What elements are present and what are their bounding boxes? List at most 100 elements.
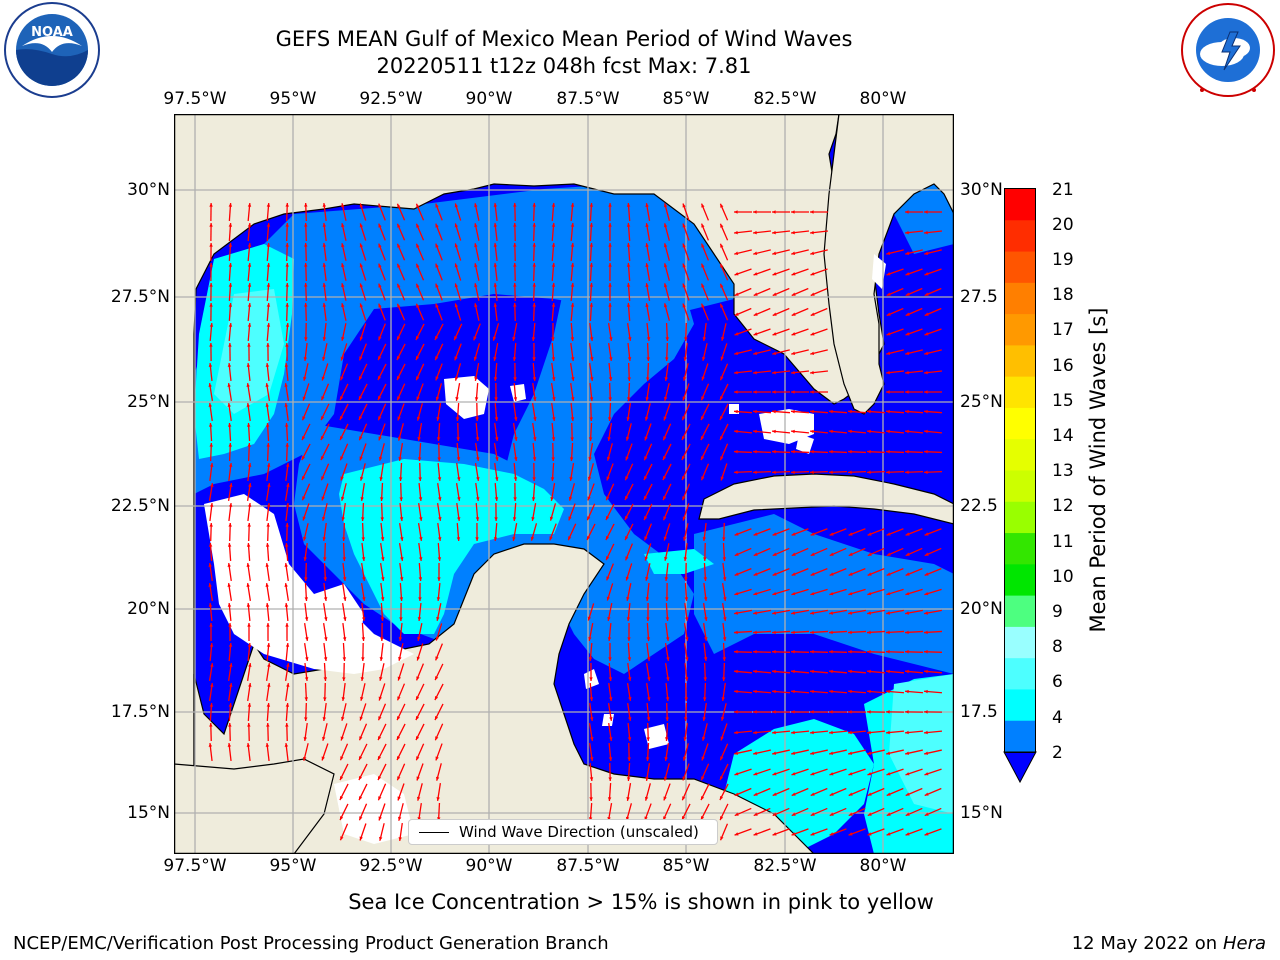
wind-wave-arrowhead — [703, 577, 708, 581]
wind-wave-arrowhead — [848, 552, 853, 556]
colorbar-segment — [1005, 345, 1035, 378]
wind-wave-arrowhead — [682, 283, 686, 288]
wind-wave-arrowhead — [810, 332, 815, 336]
wind-wave-arrowhead — [753, 689, 757, 694]
wind-wave-arrowhead — [379, 497, 384, 501]
wind-wave-arrowhead — [609, 737, 613, 741]
colorbar-segment — [1005, 251, 1035, 284]
wind-wave-arrowhead — [397, 303, 401, 308]
wind-wave-arrowhead — [589, 243, 594, 247]
wind-wave-arrowhead — [791, 730, 795, 735]
wind-wave-arrowhead — [772, 370, 776, 375]
wind-wave-arrowhead — [589, 397, 594, 401]
wind-wave-arrowhead — [791, 630, 795, 635]
wind-wave-arrowhead — [208, 423, 213, 427]
wind-wave-arrowhead — [627, 637, 631, 641]
wind-wave-arrowhead — [772, 532, 777, 536]
wind-wave-arrowhead — [772, 792, 777, 796]
wind-wave-arrowhead — [700, 436, 705, 441]
wind-wave-arrowhead — [378, 263, 382, 268]
wind-wave-arrowhead — [646, 617, 650, 621]
wind-wave-arrowhead — [829, 792, 834, 796]
wind-wave-arrowhead — [265, 543, 270, 547]
wind-wave-arrowhead — [791, 611, 796, 615]
wind-wave-arrowhead — [209, 203, 213, 207]
wind-wave-arrowhead — [609, 337, 613, 341]
wind-wave-arrowhead — [570, 203, 575, 207]
wind-wave-arrowhead — [513, 263, 517, 267]
wind-wave-arrowhead — [569, 457, 574, 461]
wind-wave-arrowhead — [829, 832, 834, 836]
wind-wave-arrowhead — [663, 536, 667, 541]
wind-wave-arrowhead — [664, 556, 668, 561]
wind-wave-arrowhead — [722, 637, 727, 641]
wind-wave-arrowhead — [753, 710, 757, 714]
map-frame — [174, 114, 954, 854]
wind-wave-arrowhead — [734, 390, 738, 394]
wind-wave-arrowhead — [734, 591, 739, 596]
wind-wave-arrowhead — [456, 457, 461, 461]
wind-wave-arrowhead — [552, 377, 556, 381]
wind-wave-arrowhead — [886, 630, 890, 635]
wind-wave-arrowhead — [341, 263, 345, 268]
wind-wave-arrowhead — [227, 543, 232, 547]
wind-wave-arrowhead — [303, 536, 307, 541]
wind-wave-arrowhead — [284, 363, 289, 367]
wind-wave-arrowhead — [340, 836, 344, 841]
wind-wave-arrowhead — [810, 730, 814, 735]
wind-wave-arrowhead — [605, 516, 610, 521]
wind-wave-arrowhead — [359, 243, 364, 248]
wind-wave-arrowhead — [377, 756, 382, 761]
colorbar-segment — [1005, 720, 1035, 753]
wind-wave-arrowhead — [772, 572, 777, 576]
wind-wave-arrowhead — [285, 723, 289, 727]
wind-wave-arrowhead — [664, 396, 668, 401]
wind-wave-arrowhead — [228, 523, 232, 527]
wind-wave-arrowhead — [791, 812, 796, 816]
wind-wave-arrowhead — [886, 470, 890, 474]
wind-wave-arrowhead — [533, 417, 537, 421]
wind-wave-arrowhead — [340, 496, 345, 501]
wind-wave-arrowhead — [791, 650, 795, 654]
wind-wave-arrowhead — [606, 496, 610, 501]
wind-wave-arrowhead — [265, 383, 269, 387]
wind-wave-arrowhead — [265, 743, 270, 747]
wind-wave-arrowhead — [810, 449, 814, 454]
wind-wave-arrowhead — [664, 377, 668, 381]
wind-wave-arrowhead — [359, 456, 363, 461]
wind-wave-arrowhead — [734, 630, 738, 635]
wind-wave-arrowhead — [571, 377, 575, 381]
wind-wave-arrowhead — [665, 337, 670, 341]
wind-wave-arrowhead — [457, 477, 461, 481]
wind-wave-arrowhead — [454, 376, 459, 381]
wind-wave-arrowhead — [701, 416, 705, 421]
wind-wave-arrowhead — [720, 476, 724, 481]
wind-wave-arrowhead — [645, 597, 650, 601]
gulf-map — [174, 114, 954, 854]
wind-wave-arrowhead — [905, 470, 909, 474]
colorbar-tick: 21 — [1052, 180, 1074, 200]
wind-wave-arrowhead — [570, 437, 574, 441]
wind-wave-arrowhead — [607, 616, 611, 621]
wind-wave-arrowhead — [228, 463, 233, 467]
colorbar-segment — [1005, 689, 1035, 722]
wind-wave-arrowhead — [626, 797, 630, 801]
wind-wave-arrowhead — [829, 611, 834, 615]
wind-wave-arrowhead — [753, 650, 757, 654]
wind-wave-arrowhead — [702, 356, 706, 361]
wind-wave-arrowhead — [532, 283, 536, 287]
wind-wave-arrowhead — [418, 477, 422, 481]
wind-wave-arrowhead — [322, 303, 327, 307]
wind-wave-arrowhead — [791, 230, 795, 235]
wind-wave-arrowhead — [210, 683, 214, 687]
wind-wave-arrowhead — [701, 223, 705, 228]
wind-wave-arrowhead — [848, 751, 853, 755]
wind-wave-arrowhead — [720, 303, 724, 308]
wind-wave-arrowhead — [628, 337, 632, 341]
wind-wave-arrowhead — [304, 223, 308, 227]
right-lat-tick: 17.5 — [960, 702, 998, 722]
wind-wave-arrowhead — [209, 243, 213, 247]
wind-wave-arrowhead — [810, 370, 814, 375]
wind-wave-arrowhead — [397, 816, 402, 821]
wind-wave-arrowhead — [247, 523, 251, 527]
